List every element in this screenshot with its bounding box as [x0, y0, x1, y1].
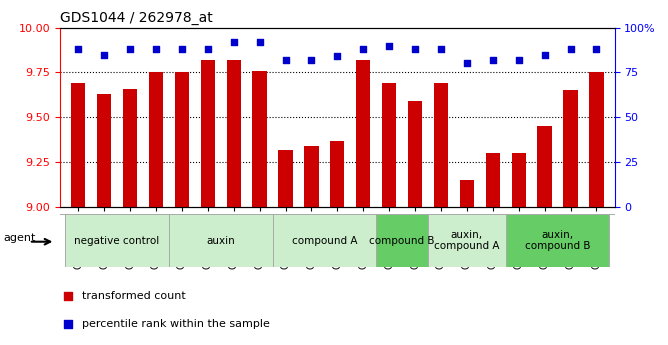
Bar: [226, 60, 241, 207]
Point: [280, 57, 291, 63]
Bar: [305, 146, 319, 207]
Point: [513, 57, 524, 63]
Text: auxin,
compound B: auxin, compound B: [525, 230, 591, 252]
Bar: [200, 60, 215, 207]
Point: [409, 46, 420, 52]
Point: [384, 43, 395, 48]
Text: auxin,
compound A: auxin, compound A: [434, 230, 500, 252]
Bar: [71, 83, 86, 207]
Point: [63, 293, 73, 298]
Bar: [253, 71, 267, 207]
Point: [63, 321, 73, 326]
Bar: [563, 90, 578, 207]
Bar: [382, 83, 396, 207]
Text: compound A: compound A: [292, 236, 357, 246]
Point: [202, 46, 213, 52]
Bar: [428, 214, 506, 267]
Bar: [512, 153, 526, 207]
Text: GDS1044 / 262978_at: GDS1044 / 262978_at: [60, 11, 213, 25]
Point: [539, 52, 550, 57]
Text: compound B: compound B: [369, 236, 435, 246]
Bar: [460, 180, 474, 207]
Bar: [408, 101, 422, 207]
Bar: [175, 72, 189, 207]
Point: [255, 39, 265, 45]
Point: [436, 46, 446, 52]
Bar: [149, 72, 163, 207]
Bar: [486, 153, 500, 207]
Bar: [506, 214, 609, 267]
Bar: [273, 214, 376, 267]
Text: percentile rank within the sample: percentile rank within the sample: [82, 319, 270, 329]
Bar: [123, 89, 137, 207]
Point: [99, 52, 110, 57]
Point: [565, 46, 576, 52]
Point: [591, 46, 602, 52]
Bar: [376, 214, 428, 267]
Bar: [330, 141, 345, 207]
Bar: [356, 60, 370, 207]
Text: agent: agent: [3, 233, 35, 243]
Point: [73, 46, 84, 52]
Point: [151, 46, 162, 52]
Point: [332, 53, 343, 59]
Bar: [279, 150, 293, 207]
Point: [176, 46, 187, 52]
Point: [125, 46, 136, 52]
Bar: [65, 214, 169, 267]
Bar: [169, 214, 273, 267]
Text: transformed count: transformed count: [82, 290, 186, 300]
Point: [488, 57, 498, 63]
Point: [228, 39, 239, 45]
Point: [306, 57, 317, 63]
Bar: [97, 94, 112, 207]
Point: [358, 46, 369, 52]
Bar: [538, 126, 552, 207]
Text: auxin: auxin: [206, 236, 235, 246]
Text: negative control: negative control: [75, 236, 160, 246]
Bar: [589, 72, 604, 207]
Bar: [434, 83, 448, 207]
Point: [462, 61, 472, 66]
